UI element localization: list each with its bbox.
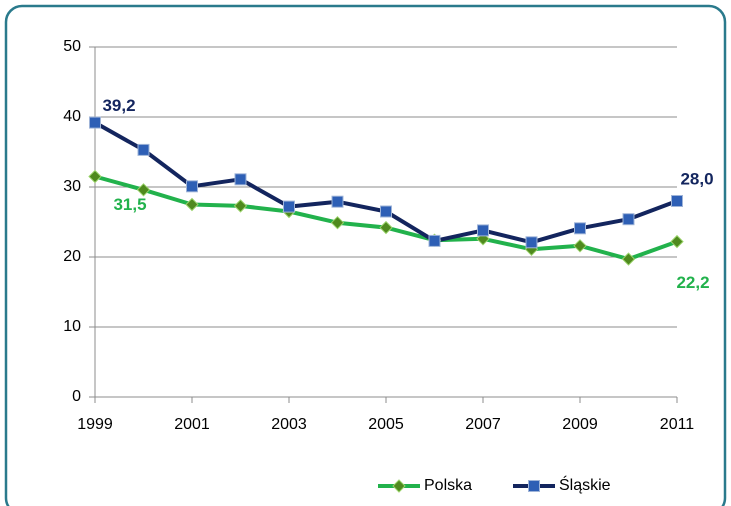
point-marker [137,143,150,156]
y-tick-label: 50 [63,38,81,55]
y-tick-label: 40 [63,108,81,125]
point-marker [283,200,295,213]
point-marker [622,213,635,226]
x-tick-label: 2009 [562,416,598,433]
y-tick-label: 0 [72,388,81,405]
x-tick-label: 2007 [465,416,501,433]
x-tick-label: 2005 [368,416,404,433]
y-tick-label: 30 [63,178,81,195]
point-marker [428,234,441,247]
point-marker [671,195,683,207]
legend-label: Polska [424,477,472,494]
x-tick-label: 2003 [271,416,307,433]
point-marker [136,183,151,197]
value-label: 22,2 [676,273,709,292]
point-marker [573,239,587,253]
x-tick-label: 2011 [660,416,695,433]
point-marker [574,222,586,235]
point-marker [89,116,101,129]
legend-label: Śląskie [559,475,611,494]
y-tick-label: 20 [63,248,81,265]
point-marker [88,169,102,184]
point-marker [233,199,248,213]
x-tick-label: 1999 [77,416,113,433]
value-label: 28,0 [680,169,713,188]
point-marker [330,215,345,230]
point-marker [331,195,344,208]
chart-frame [4,4,727,506]
x-tick-label: 2001 [174,416,210,433]
point-marker [379,220,393,235]
point-marker [477,224,489,237]
point-marker [380,205,392,218]
point-marker [525,236,538,249]
legend-marker [528,480,540,492]
y-tick-label: 10 [63,318,81,335]
value-label: 31,5 [113,195,146,214]
value-label: 39,2 [102,96,135,115]
legend-marker [392,479,406,493]
point-marker [186,180,198,193]
point-marker [234,173,247,186]
point-marker [185,197,199,212]
point-marker [621,252,636,266]
point-marker [670,234,684,249]
